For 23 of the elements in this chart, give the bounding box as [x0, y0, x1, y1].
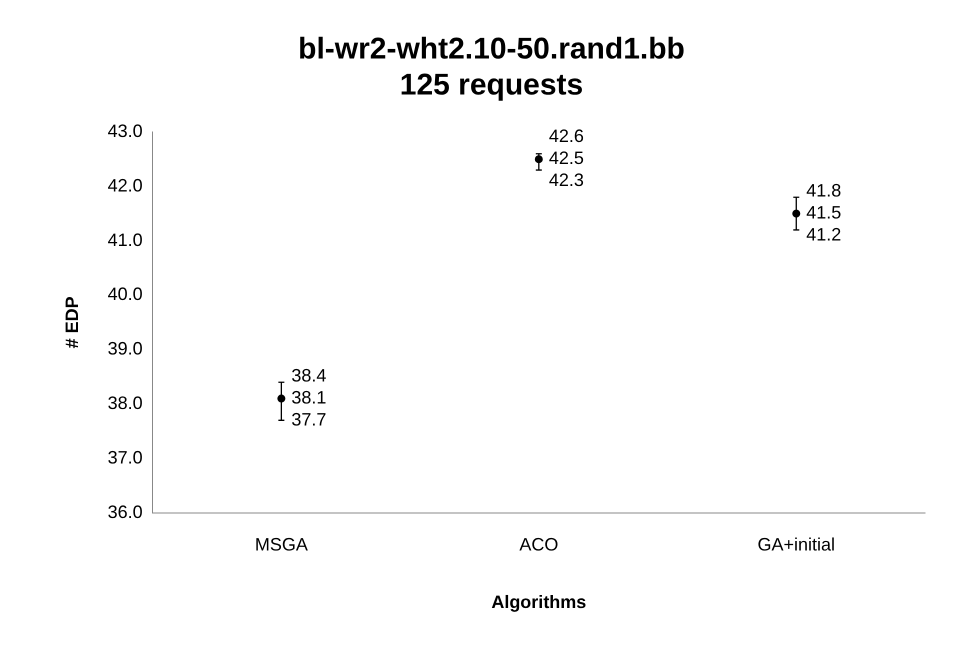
y-tick-label: 41.0	[108, 230, 143, 250]
y-tick-label: 40.0	[108, 284, 143, 304]
y-tick-label: 38.0	[108, 392, 143, 413]
x-tick-label: ACO	[519, 534, 558, 555]
annotation: 41.2	[806, 224, 842, 245]
data-label: 41.5	[806, 202, 842, 223]
x-axis-title: Algorithms	[491, 592, 586, 612]
x-tick-label: GA+initial	[758, 534, 836, 555]
annotation: 37.7	[291, 410, 326, 430]
chart-title: bl-wr2-wht2.10-50.rand1.bb 125 requests	[298, 32, 685, 102]
annotation: 42.3	[548, 170, 584, 190]
y-tick-label: 42.0	[108, 175, 143, 196]
y-tick-label: 39.0	[108, 338, 143, 359]
y-tick-label: 37.0	[108, 447, 143, 468]
y-tick-label: 36.0	[108, 502, 143, 522]
y-tick-label: 43.0	[108, 120, 143, 141]
data-label: 38.1	[291, 388, 326, 408]
annotation: 42.6	[548, 126, 584, 146]
data-label: 42.5	[548, 148, 584, 168]
annotation: 38.4	[291, 366, 326, 386]
y-axis-title: # EDP	[62, 296, 82, 348]
annotation: 41.8	[806, 180, 842, 201]
x-tick-label: MSGA	[254, 534, 308, 555]
